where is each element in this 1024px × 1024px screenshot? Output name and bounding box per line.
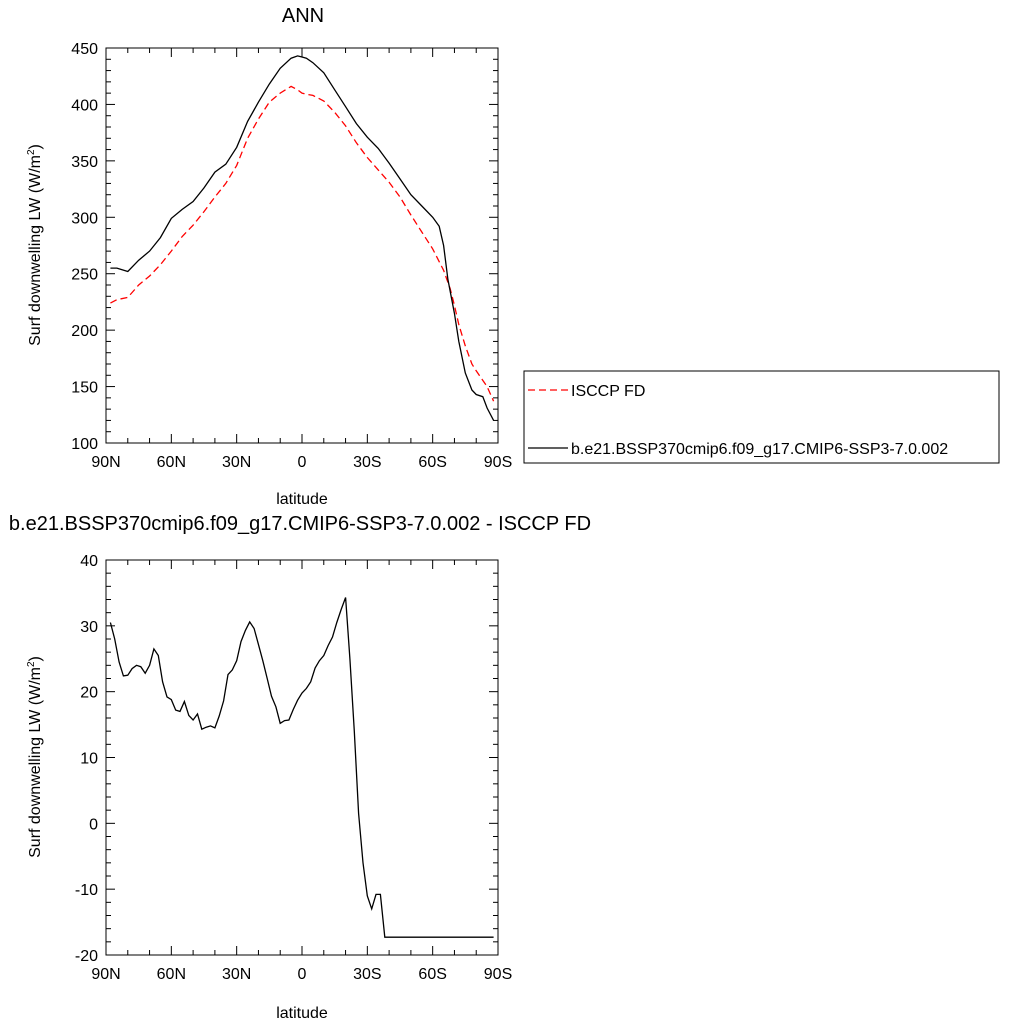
- top-y-tick-label: 400: [71, 97, 98, 114]
- top-y-tick-label: 100: [71, 436, 98, 453]
- bottom-x-tick-label: 30N: [222, 966, 251, 983]
- bottom-chart-title: b.e21.BSSP370cmip6.f09_g17.CMIP6-SSP3-7.…: [9, 513, 591, 535]
- bottom-y-tick-label: 10: [80, 751, 98, 768]
- top-panel: ANN 90N 60N 30N 0 30S 60S 90S 100 150 200 250 300 35…: [26, 5, 1000, 508]
- bottom-x-tick-label: 90S: [484, 966, 512, 983]
- legend: ISCCP FD b.e21.BSSP370cmip6.f09_g17.CMIP…: [523, 370, 1000, 464]
- top-x-tick-label: 30S: [353, 454, 381, 471]
- top-x-tick-label: 60S: [418, 454, 446, 471]
- bottom-y-tick-label: -10: [75, 882, 98, 899]
- bottom-y-tick-label: 30: [80, 619, 98, 636]
- bottom-x-tick-label: 90N: [91, 966, 120, 983]
- top-axis-ticks: 90N 60N 30N 0 30S 60S 90S 100 150 200 250 300 350 400…: [71, 41, 512, 471]
- top-x-tick-label: 60N: [157, 454, 186, 471]
- top-chart-title: ANN: [282, 5, 324, 27]
- bottom-x-tick-label: 60N: [157, 966, 186, 983]
- bottom-y-tick-label: -20: [75, 948, 98, 965]
- top-y-tick-label: 450: [71, 41, 98, 58]
- top-series-line-1: [110, 55, 495, 421]
- legend-label-model: b.e21.BSSP370cmip6.f09_g17.CMIP6-SSP3-7.…: [571, 441, 948, 458]
- top-series-lines: [110, 55, 495, 421]
- top-y-axis-label: Surf downwelling LW (W/m2): [26, 144, 44, 346]
- top-y-axis-label-text: Surf downwelling LW (W/m: [27, 155, 44, 346]
- top-plot-frame: [105, 47, 499, 444]
- top-y-tick-label: 150: [71, 380, 98, 397]
- bottom-y-axis-label: Surf downwelling LW (W/m2): [26, 656, 44, 858]
- top-y-tick-label: 300: [71, 210, 98, 227]
- bottom-x-tick-label: 30S: [353, 966, 381, 983]
- top-x-tick-label: 90N: [91, 454, 120, 471]
- bottom-y-tick-label: 20: [80, 685, 98, 702]
- top-y-axis-label-sup: 2: [26, 149, 37, 155]
- bottom-x-tick-label: 0: [298, 966, 307, 983]
- top-x-tick-label: 30N: [222, 454, 251, 471]
- bottom-x-tick-label: 60S: [418, 966, 446, 983]
- top-x-tick-label: 0: [298, 454, 307, 471]
- top-x-tick-label: 90S: [484, 454, 512, 471]
- top-series-line-0: [110, 85, 495, 402]
- bottom-panel: b.e21.BSSP370cmip6.f09_g17.CMIP6-SSP3-7.…: [9, 513, 591, 1022]
- top-y-tick-label: 250: [71, 267, 98, 284]
- legend-box: [523, 370, 1000, 464]
- bottom-series-lines: [109, 597, 494, 938]
- bottom-axis-ticks: 90N 60N 30N 0 30S 60S 90S -20 -10 0 10 20 30 40: [75, 553, 512, 983]
- bottom-x-axis-label: latitude: [276, 1005, 328, 1022]
- bottom-series-line-0: [109, 597, 494, 938]
- bottom-y-tick-label: 40: [80, 553, 98, 570]
- top-y-tick-label: 350: [71, 154, 98, 171]
- bottom-y-tick-label: 0: [89, 816, 98, 833]
- top-y-axis-label-close: ): [27, 144, 44, 149]
- top-y-tick-label: 200: [71, 323, 98, 340]
- bottom-y-axis-label-text: Surf downwelling LW (W/m: [27, 667, 44, 858]
- legend-label-isccp: ISCCP FD: [571, 383, 645, 400]
- bottom-y-axis-label-sup: 2: [26, 661, 37, 667]
- bottom-plot-frame: [105, 559, 499, 956]
- bottom-y-axis-label-close: ): [27, 656, 44, 661]
- top-x-axis-label: latitude: [276, 491, 328, 508]
